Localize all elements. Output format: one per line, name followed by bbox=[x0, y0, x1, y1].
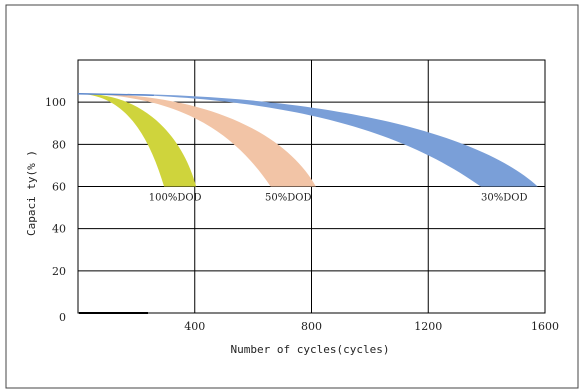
outer-border bbox=[5, 4, 579, 389]
x-tick-label: 400 bbox=[184, 320, 205, 333]
series-label: 30%DOD bbox=[481, 193, 527, 204]
y-tick-label: 60 bbox=[52, 181, 66, 194]
series-bands bbox=[77, 92, 538, 187]
x-axis-title: Number of cycles(cycles) bbox=[231, 343, 390, 356]
band-labels: 30%DOD 50%DOD 100%DOD bbox=[149, 193, 528, 204]
series-label: 50%DOD bbox=[265, 193, 311, 204]
start-edge-line bbox=[77, 92, 154, 96]
origin-label: 0 bbox=[59, 311, 66, 324]
series-band bbox=[78, 93, 538, 187]
y-tick-label: 100 bbox=[45, 96, 66, 109]
x-tick-label: 1200 bbox=[414, 320, 442, 333]
tick-labels: 20 40 60 80 100 400 800 1200 1600 bbox=[45, 96, 559, 333]
series-label: 100%DOD bbox=[149, 193, 202, 204]
x-tick-label: 1600 bbox=[531, 320, 559, 333]
y-tick-label: 20 bbox=[52, 265, 66, 278]
y-tick-label: 40 bbox=[52, 223, 66, 236]
series-band bbox=[78, 93, 197, 187]
series-band bbox=[78, 93, 316, 187]
x-tick-label: 800 bbox=[301, 320, 322, 333]
y-axis-title: Capaci ty(% ) bbox=[25, 150, 38, 236]
y-tick-label: 80 bbox=[52, 138, 66, 151]
